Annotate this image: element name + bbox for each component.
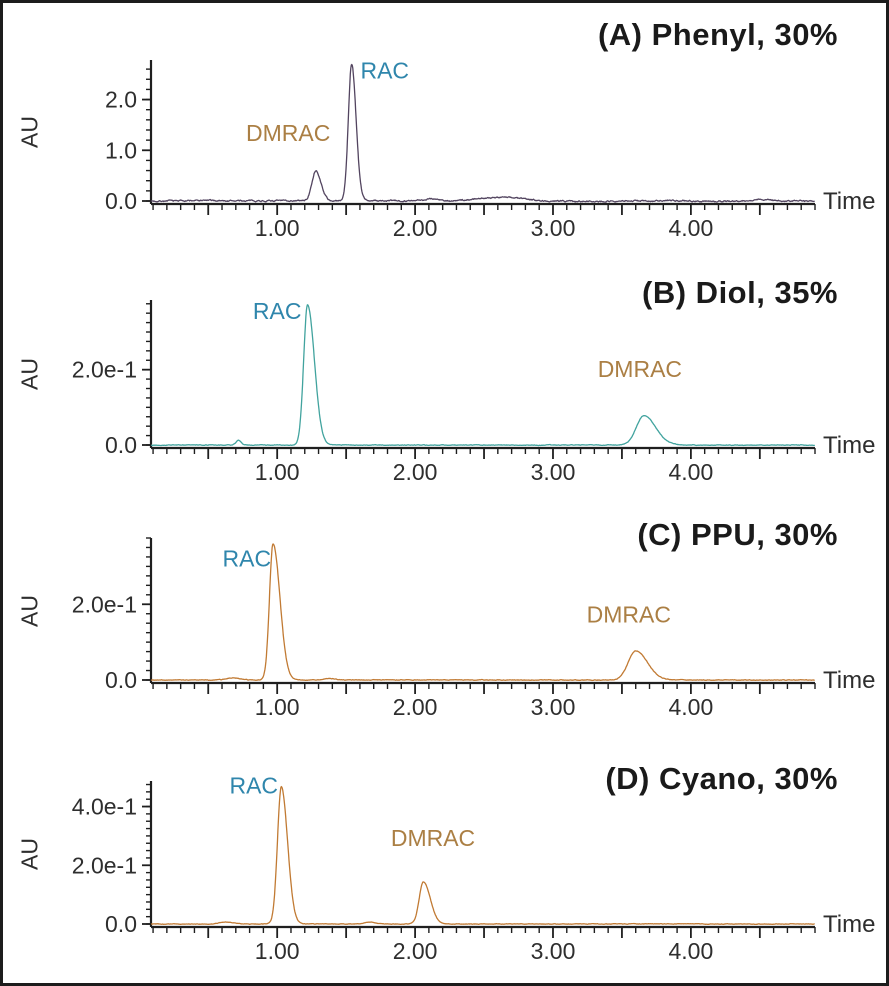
y-tick-label: 4.0e-1 [72, 794, 137, 820]
chromatogram-d-plot: 0.0 2.0e-1 4.0e-1 1.00 2.00 3.00 4.00 RAC DMRAC [72, 772, 816, 964]
x-tick-label: 4.00 [669, 459, 714, 485]
axis-ticks [142, 68, 816, 215]
panel-b-x-axis-label: Time [823, 431, 876, 459]
panel-c-title: (C) PPU, 30% [637, 517, 838, 552]
x-tick-label: 2.00 [393, 938, 438, 964]
peak-label-dmrac: DMRAC [587, 601, 671, 627]
axis-ticks [142, 783, 816, 938]
peak-label-dmrac: DMRAC [598, 356, 682, 382]
x-tick-label: 4.00 [669, 938, 714, 964]
peak-label-rac: RAC [229, 772, 278, 798]
y-tick-label: 2.0 [105, 87, 137, 113]
panel-a-x-axis-label: Time [823, 187, 876, 215]
peak-label-dmrac: DMRAC [246, 120, 330, 146]
x-tick-label: 3.00 [531, 694, 576, 720]
peak-label-rac: RAC [253, 298, 302, 324]
chromatogram-a-plot: 0.0 1.0 2.0 1.00 2.00 3.00 4.00 DMRAC RAC [105, 57, 816, 241]
panel-d-cyano: 0.0 2.0e-1 4.0e-1 1.00 2.00 3.00 4.00 RAC DMRAC … [3, 733, 886, 983]
peak-label-dmrac: DMRAC [391, 825, 475, 851]
x-tick-label: 4.00 [669, 694, 714, 720]
panel-a-y-axis-label: AU [16, 116, 43, 148]
panel-a-title: (A) Phenyl, 30% [597, 17, 838, 52]
peak-label-rac: RAC [223, 545, 272, 571]
x-tick-label: 3.00 [531, 459, 576, 485]
peak-label-rac: RAC [360, 57, 409, 83]
y-tick-label: 0.0 [105, 667, 137, 693]
chromatogram-c-plot: 0.0 2.0e-1 1.00 2.00 3.00 4.00 RAC DMRAC [72, 537, 816, 720]
y-tick-label: 0.0 [105, 188, 137, 214]
panel-b-title: (B) Diol, 35% [642, 275, 838, 310]
trace-c [150, 543, 815, 682]
y-tick-label: 0.0 [105, 911, 137, 937]
panel-d-x-axis-label: Time [823, 910, 876, 938]
x-tick-label: 1.00 [255, 215, 300, 241]
y-tick-label: 0.0 [105, 432, 137, 458]
y-tick-label: 2.0e-1 [72, 852, 137, 878]
chromatogram-b-plot: 0.0 2.0e-1 1.00 2.00 3.00 4.00 RAC DMRAC [72, 298, 816, 485]
x-tick-label: 4.00 [669, 215, 714, 241]
panel-c-y-axis-label: AU [16, 594, 43, 627]
panel-d-title: (D) Cyano, 30% [605, 761, 838, 796]
x-tick-label: 1.00 [255, 459, 300, 485]
trace-d [150, 785, 815, 926]
axis-ticks [142, 537, 816, 694]
panel-c-ppu: 0.0 2.0e-1 1.00 2.00 3.00 4.00 RAC DMRAC (C) PP… [3, 493, 886, 733]
x-tick-label: 3.00 [531, 938, 576, 964]
y-tick-label: 2.0e-1 [72, 357, 137, 383]
x-tick-label: 1.00 [255, 694, 300, 720]
panel-c-x-axis-label: Time [823, 666, 876, 694]
panel-a-phenyl: 0.0 1.0 2.0 1.00 2.00 3.00 4.00 DMRAC RAC (A) Ph… [3, 3, 886, 253]
x-tick-label: 2.00 [393, 459, 438, 485]
y-tick-label: 2.0e-1 [72, 591, 137, 617]
panel-b-diol: 0.0 2.0e-1 1.00 2.00 3.00 4.00 RAC DMRAC (B) Di… [3, 253, 886, 493]
y-tick-label: 1.0 [105, 137, 137, 163]
x-tick-label: 2.00 [393, 694, 438, 720]
panel-d-y-axis-label: AU [16, 838, 43, 870]
x-tick-label: 2.00 [393, 215, 438, 241]
x-tick-label: 1.00 [255, 938, 300, 964]
trace-b [150, 304, 816, 447]
x-tick-label: 3.00 [531, 215, 576, 241]
panel-b-y-axis-label: AU [16, 358, 43, 390]
axis-ticks [142, 303, 816, 459]
trace-a [150, 63, 815, 203]
